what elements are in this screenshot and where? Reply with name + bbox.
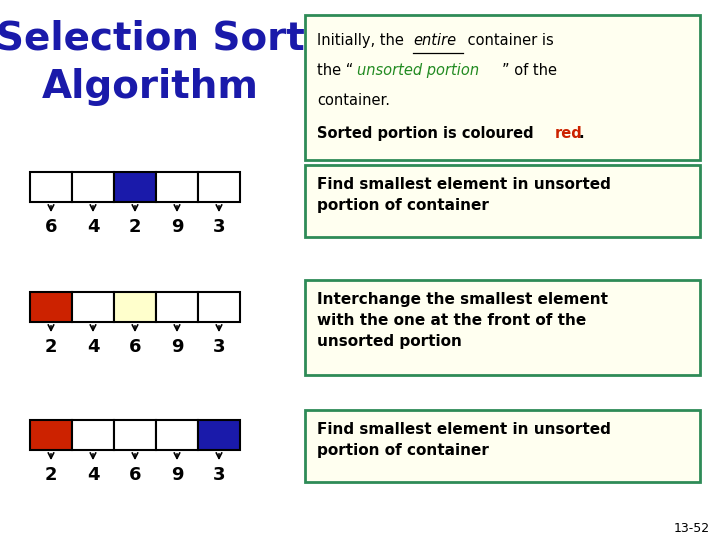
Bar (198, 292, 240, 322)
Bar (198, 420, 240, 450)
Text: ” of the: ” of the (502, 63, 557, 78)
Bar (30, 292, 72, 322)
Text: 9: 9 (171, 466, 184, 484)
Bar (156, 172, 198, 202)
Text: unsorted portion: unsorted portion (357, 63, 479, 78)
Text: 4: 4 (86, 338, 99, 356)
Bar (114, 172, 156, 202)
Bar (198, 172, 240, 202)
Bar (30, 172, 72, 202)
Bar (114, 420, 156, 450)
Text: Algorithm: Algorithm (42, 68, 258, 106)
Text: Sorted portion is coloured: Sorted portion is coloured (317, 126, 539, 141)
Text: Initially, the: Initially, the (317, 33, 408, 48)
Text: 6: 6 (45, 218, 58, 236)
Text: Selection Sort: Selection Sort (0, 20, 305, 58)
Bar (72, 172, 114, 202)
Text: 13-52: 13-52 (674, 522, 710, 535)
Text: 9: 9 (171, 218, 184, 236)
Text: 9: 9 (171, 338, 184, 356)
Text: 6: 6 (129, 338, 141, 356)
Bar (156, 292, 198, 322)
Text: 6: 6 (129, 466, 141, 484)
Text: 3: 3 (212, 338, 225, 356)
Text: the “: the “ (317, 63, 354, 78)
FancyBboxPatch shape (305, 15, 700, 160)
Text: container.: container. (317, 93, 390, 108)
FancyBboxPatch shape (305, 280, 700, 375)
Text: Interchange the smallest element
with the one at the front of the
unsorted porti: Interchange the smallest element with th… (317, 292, 608, 349)
Text: 3: 3 (212, 466, 225, 484)
Bar (72, 292, 114, 322)
Bar (30, 420, 72, 450)
Text: container is: container is (463, 33, 554, 48)
Text: 3: 3 (212, 218, 225, 236)
FancyBboxPatch shape (305, 165, 700, 237)
Text: .: . (579, 126, 585, 141)
Text: red: red (555, 126, 582, 141)
Text: Find smallest element in unsorted
portion of container: Find smallest element in unsorted portio… (317, 422, 611, 458)
Text: 2: 2 (45, 338, 58, 356)
Text: Find smallest element in unsorted
portion of container: Find smallest element in unsorted portio… (317, 177, 611, 213)
Text: 4: 4 (86, 466, 99, 484)
Text: 4: 4 (86, 218, 99, 236)
Text: 2: 2 (45, 466, 58, 484)
Text: 2: 2 (129, 218, 141, 236)
Bar (156, 420, 198, 450)
Bar (72, 420, 114, 450)
FancyBboxPatch shape (305, 410, 700, 482)
Text: entire: entire (413, 33, 456, 48)
Bar (114, 292, 156, 322)
